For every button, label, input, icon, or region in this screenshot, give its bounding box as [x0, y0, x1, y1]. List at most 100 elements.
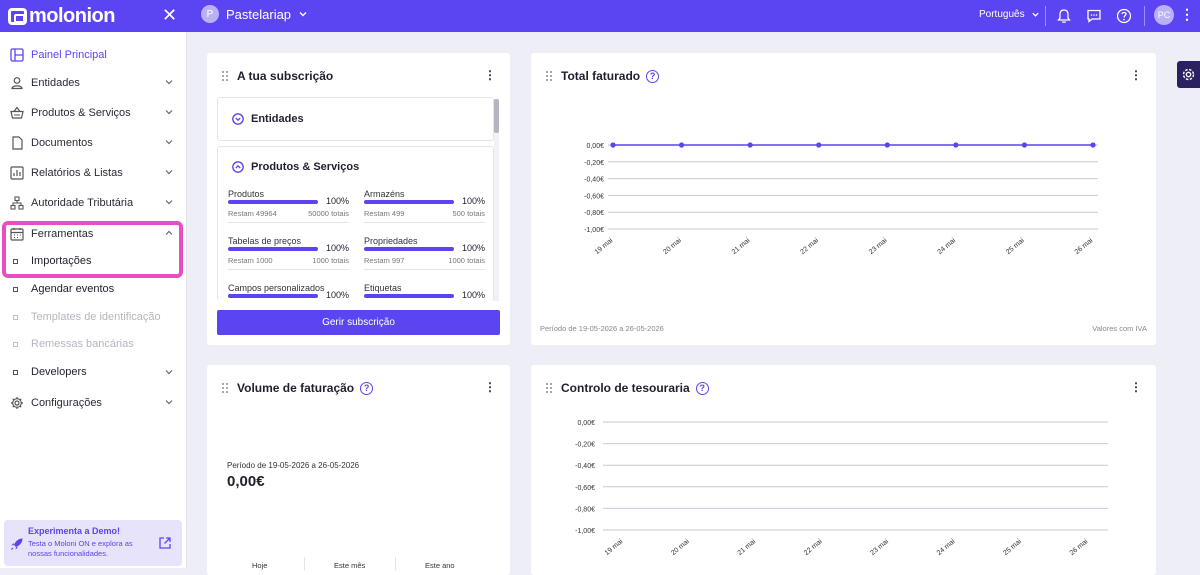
- quota-remaining: Restam 49964: [228, 209, 277, 218]
- sidebar-item-produtos[interactable]: Produtos & Serviços: [0, 99, 187, 127]
- demo-title: Experimenta a Demo!: [28, 526, 121, 536]
- x-tick-label: 20 mai: [670, 538, 691, 557]
- card-menu-icon[interactable]: ⋮: [1130, 380, 1142, 394]
- volume-total: 0,00€: [227, 473, 265, 490]
- divider: [304, 557, 305, 570]
- x-tick-label: 20 mai: [662, 237, 683, 256]
- sidebar-item-ferramentas[interactable]: Ferramentas: [0, 220, 187, 248]
- divider: [364, 222, 485, 223]
- sidebar-subitem-label: Developers: [31, 366, 87, 378]
- chevron-down-icon: [165, 110, 173, 115]
- quota-item: Etiquetas 100%: [364, 278, 485, 300]
- drag-handle-icon[interactable]: [545, 382, 553, 394]
- x-tick-label: 24 mai: [937, 237, 958, 256]
- section-title: Entidades: [251, 113, 304, 125]
- language-selector[interactable]: Português: [979, 9, 1040, 20]
- card-menu-icon[interactable]: ⋮: [1130, 68, 1142, 82]
- sidebar-item-label: Configurações: [31, 397, 102, 409]
- chevron-down-icon: [165, 80, 173, 85]
- quota-remaining: Restam 1000: [228, 256, 273, 265]
- user-avatar[interactable]: PC: [1154, 5, 1174, 25]
- scrollbar-thumb[interactable]: [494, 99, 499, 133]
- sidebar-item-painel-principal[interactable]: Painel Principal: [0, 41, 187, 69]
- external-link-icon[interactable]: [158, 536, 172, 550]
- quota-label: Propriedades: [364, 236, 418, 246]
- data-point: [884, 142, 890, 148]
- help-icon[interactable]: [1115, 7, 1133, 25]
- drag-handle-icon[interactable]: [221, 382, 229, 394]
- vat-note: Valores com IVA: [1092, 324, 1147, 333]
- manage-subscription-button[interactable]: Gerir subscrição: [217, 310, 500, 335]
- drag-handle-icon[interactable]: [221, 70, 229, 82]
- widget-settings-button[interactable]: [1177, 61, 1200, 88]
- section-entidades[interactable]: Entidades: [217, 97, 494, 141]
- company-selector[interactable]: P Pastelariap: [201, 5, 308, 23]
- bullet-icon: [13, 369, 18, 375]
- x-tick-label: 24 mai: [936, 538, 957, 557]
- scrollbar-track[interactable]: [494, 99, 499, 301]
- company-avatar: P: [201, 5, 219, 23]
- company-name: Pastelariap: [226, 6, 292, 22]
- data-point: [678, 142, 685, 148]
- network-icon: [10, 196, 24, 210]
- x-tick-label: 22 mai: [803, 538, 824, 557]
- drag-handle-icon[interactable]: [545, 70, 553, 82]
- sidebar-item-relatorios[interactable]: Relatórios & Listas: [0, 159, 187, 187]
- sidebar-subitem-label: Importações: [31, 255, 92, 267]
- column-this-year: Este ano: [425, 561, 455, 570]
- y-tick-label: -0,60€: [584, 193, 604, 200]
- sidebar: Painel Principal Entidades Produtos & Se…: [0, 32, 187, 568]
- y-tick-label: -0,40€: [584, 177, 604, 184]
- sidebar-subitem-agendar-eventos[interactable]: Agendar eventos: [0, 276, 187, 302]
- section-header[interactable]: Produtos & Serviços: [232, 161, 359, 173]
- total-faturado-card: Total faturado? ⋮ 0,00€ -0,20€ -0,40€ -0,60…: [531, 53, 1156, 345]
- quota-total: 500 totais: [452, 209, 485, 218]
- user-icon: [11, 77, 23, 90]
- divider: [1144, 6, 1145, 26]
- quota-item: Armazéns 100% Restam 499 500 totais: [364, 184, 485, 223]
- sidebar-item-autoridade-tributaria[interactable]: Autoridade Tributária: [0, 189, 187, 217]
- report-chart-icon: [10, 166, 24, 180]
- sidebar-item-configuracoes[interactable]: Configurações: [0, 389, 187, 417]
- quota-bar: [228, 247, 318, 251]
- quota-label: Tabelas de preços: [228, 236, 302, 246]
- card-title: Total faturado?: [561, 69, 660, 83]
- sidebar-subitem-label: Remessas bancárias: [31, 338, 134, 350]
- x-tick-label: 23 mai: [868, 237, 889, 256]
- data-point: [953, 142, 959, 148]
- period-label: Período de 19-05-2026 a 26-05-2026: [540, 324, 664, 333]
- subscription-card: A tua subscrição ⋮ Entidades Produtos & …: [207, 53, 510, 345]
- demo-banner[interactable]: Experimenta a Demo! Testa o Moloni ON e …: [4, 520, 182, 566]
- rocket-icon: [11, 538, 23, 550]
- help-icon[interactable]: ?: [646, 69, 660, 83]
- more-options-icon[interactable]: ⋮: [1180, 6, 1194, 22]
- y-tick-label: -0,80€: [575, 506, 595, 513]
- quota-label: Armazéns: [364, 189, 405, 199]
- y-tick-label: 0,00€: [586, 143, 604, 150]
- card-menu-icon[interactable]: ⋮: [484, 68, 496, 82]
- sidebar-item-documentos[interactable]: Documentos: [0, 129, 187, 157]
- close-sidebar-icon[interactable]: ✕: [162, 5, 178, 25]
- help-icon[interactable]: ?: [695, 381, 709, 395]
- help-icon[interactable]: ?: [360, 381, 374, 395]
- sidebar-subitem-developers[interactable]: Developers: [0, 359, 187, 385]
- chevron-down-icon: [165, 140, 173, 145]
- quota-total: 1000 totais: [312, 256, 349, 265]
- y-tick-label: -0,40€: [575, 463, 595, 470]
- data-point: [816, 142, 822, 148]
- quota-percent: 100%: [325, 243, 349, 253]
- bullet-icon: [13, 341, 18, 347]
- sidebar-item-entidades[interactable]: Entidades: [0, 69, 187, 97]
- bullet-icon: [13, 314, 18, 320]
- chat-icon[interactable]: [1085, 7, 1103, 25]
- molonion-logo[interactable]: molonion: [8, 5, 115, 27]
- quota-item: Propriedades 100% Restam 997 1000 totais: [364, 231, 485, 270]
- divider: [228, 269, 349, 270]
- bell-icon[interactable]: [1055, 7, 1073, 25]
- card-menu-icon[interactable]: ⋮: [484, 380, 496, 394]
- quota-label: Produtos: [228, 189, 265, 199]
- sidebar-subitem-remessas: Remessas bancárias: [0, 331, 187, 357]
- sidebar-item-label: Painel Principal: [31, 49, 107, 61]
- chevron-down-icon: [299, 12, 307, 17]
- sidebar-subitem-importacoes[interactable]: Importações: [0, 248, 187, 274]
